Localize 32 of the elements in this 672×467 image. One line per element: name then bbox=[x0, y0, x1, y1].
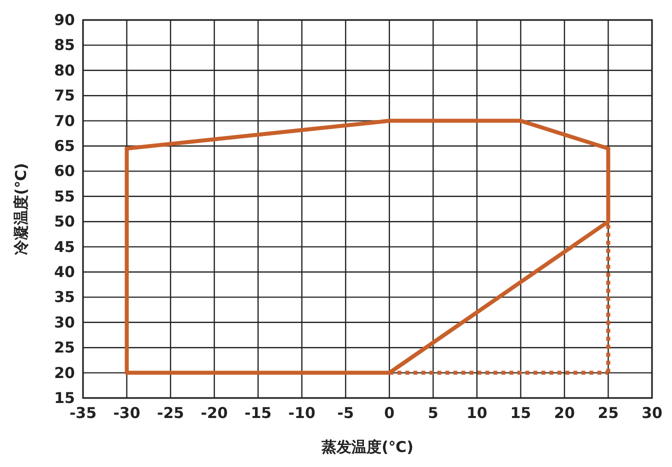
x-tick-label: -15 bbox=[244, 404, 272, 422]
x-tick-label: -35 bbox=[69, 404, 97, 422]
x-tick-label: -30 bbox=[113, 404, 140, 422]
y-tick-label: 45 bbox=[54, 238, 75, 256]
x-tick-label: 25 bbox=[598, 404, 619, 422]
y-tick-label: 80 bbox=[54, 61, 75, 80]
x-tick-label: -20 bbox=[200, 404, 228, 422]
x-tick-label: -25 bbox=[156, 404, 184, 422]
y-tick-label: 90 bbox=[54, 11, 75, 29]
y-tick-label: 40 bbox=[54, 263, 75, 281]
x-tick-label: 20 bbox=[554, 404, 575, 422]
y-tick-label: 50 bbox=[54, 212, 75, 231]
y-tick-label: 60 bbox=[54, 162, 75, 180]
y-tick-label: 35 bbox=[54, 288, 75, 306]
x-tick-label: 30 bbox=[642, 404, 662, 422]
x-tick-label: 10 bbox=[466, 404, 488, 422]
y-tick-label: 15 bbox=[54, 389, 75, 407]
y-tick-label: 75 bbox=[54, 86, 75, 105]
y-tick-label: 20 bbox=[54, 364, 75, 382]
y-tick-label: 65 bbox=[54, 137, 75, 155]
y-axis-title: 冷凝温度(℃) bbox=[12, 163, 30, 255]
y-tick-label: 55 bbox=[54, 187, 75, 206]
x-tick-label: 5 bbox=[428, 404, 438, 422]
y-tick-label: 70 bbox=[54, 112, 75, 130]
y-tick-label: 85 bbox=[54, 36, 75, 54]
x-tick-label: 0 bbox=[384, 404, 395, 422]
x-tick-label: -5 bbox=[337, 404, 354, 422]
x-tick-label: -10 bbox=[288, 404, 316, 422]
y-tick-label: 25 bbox=[54, 338, 75, 357]
x-tick-label: 15 bbox=[510, 404, 532, 422]
x-axis-title: 蒸发温度(℃) bbox=[320, 438, 414, 456]
y-tick-label: 30 bbox=[54, 313, 75, 332]
